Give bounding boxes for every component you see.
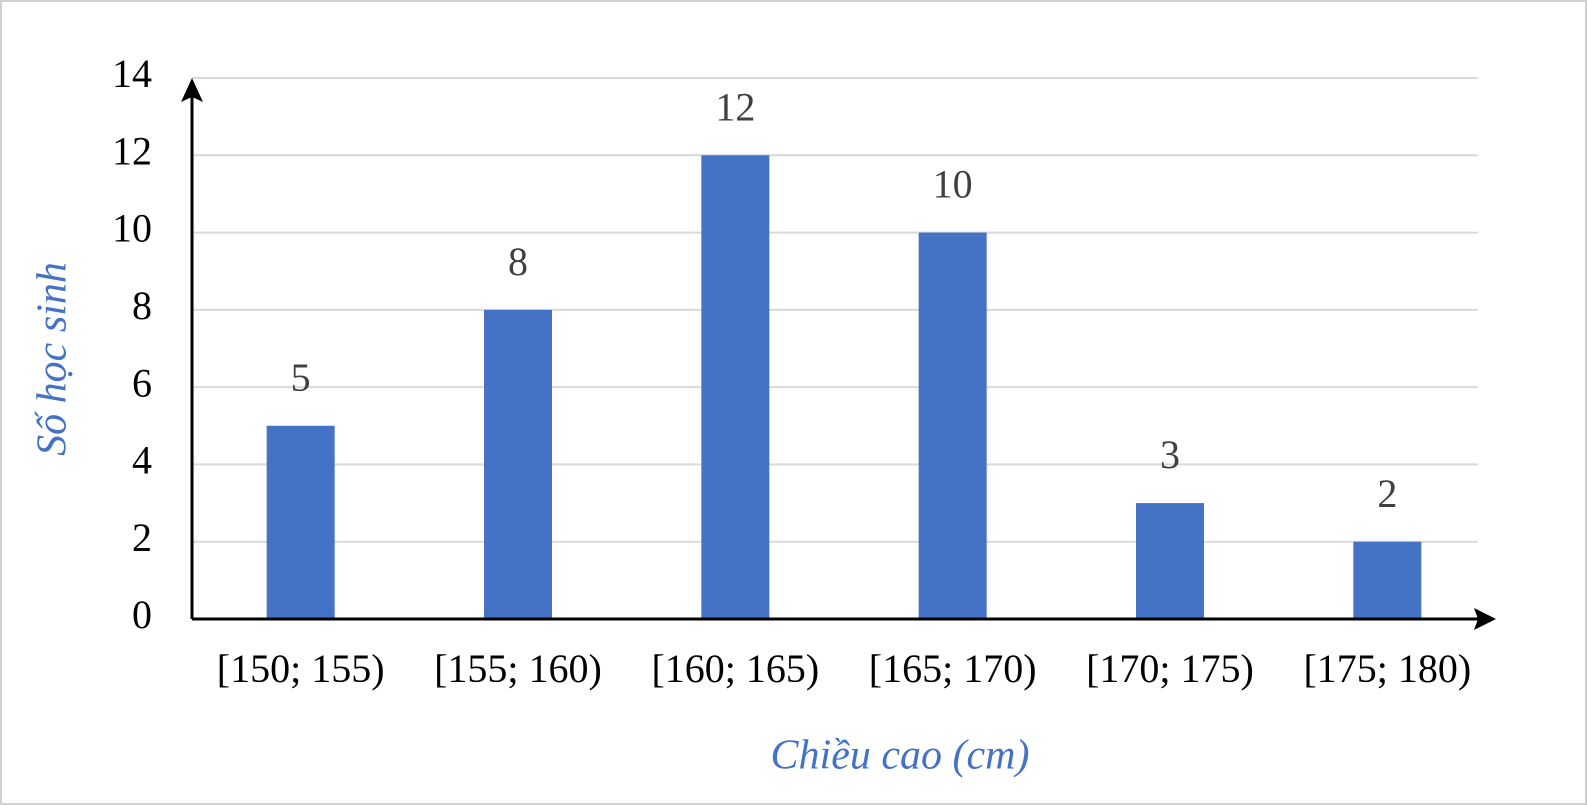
x-tick-label: [150; 155) [217,646,385,691]
x-tick-label: [175; 180) [1303,646,1471,691]
y-tick-label: 8 [132,283,152,328]
bar [1353,541,1422,619]
data-label: 10 [933,162,973,207]
bar [1136,503,1204,619]
x-tick-label: [170; 175) [1086,646,1254,691]
data-label: 8 [508,239,528,284]
x-tick-label: [155; 160) [434,646,602,691]
bar [701,155,770,620]
data-label: 3 [1160,432,1180,477]
data-label: 12 [715,84,755,129]
y-tick-label: 4 [132,438,152,483]
bar [484,309,552,619]
y-tick-label: 10 [112,206,152,251]
bar [266,425,335,619]
y-tick-label: 6 [132,360,152,405]
y-tick-label: 2 [132,515,152,560]
bars [266,155,1422,620]
y-axis-label: Số học sinh [30,262,76,456]
y-tick-label: 14 [112,51,152,96]
data-label: 2 [1377,471,1397,516]
x-axis-label: Chiều cao (cm) [771,733,1030,779]
data-label: 5 [291,355,311,400]
x-axis-arrow [1474,608,1496,630]
bar [918,232,987,620]
y-tick-label: 12 [112,128,152,173]
y-axis-arrow [181,78,203,102]
y-tick-label: 0 [132,592,152,637]
x-tick-label: [160; 165) [651,646,819,691]
x-tick-label: [165; 170) [869,646,1037,691]
